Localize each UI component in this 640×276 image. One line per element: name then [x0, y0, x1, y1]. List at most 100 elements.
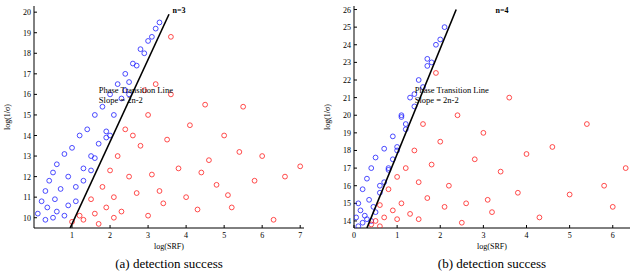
point — [442, 25, 447, 30]
point — [222, 133, 227, 138]
point — [429, 162, 434, 167]
point — [298, 164, 303, 169]
x-label: log(SRF) — [477, 242, 507, 251]
x-tick-label: 2 — [108, 231, 112, 240]
chart: 12345671011121314151617181920n=3Phase Tr… — [3, 6, 304, 271]
point — [362, 213, 367, 218]
point — [567, 192, 572, 197]
point — [146, 39, 151, 44]
point — [425, 64, 430, 69]
point — [490, 210, 495, 215]
point — [92, 156, 97, 161]
caption: (a) detection success — [115, 256, 223, 271]
point — [169, 34, 174, 39]
x-tick — [440, 225, 441, 228]
point — [377, 183, 382, 188]
point — [399, 201, 404, 206]
y-tick-label: 10 — [23, 214, 31, 223]
point — [524, 152, 529, 157]
y-label: log(1/σ) — [323, 104, 332, 130]
y-tick — [354, 185, 357, 186]
y-tick-label: 18 — [343, 146, 351, 155]
point — [104, 129, 109, 134]
phase-line — [367, 10, 456, 228]
point — [459, 220, 464, 225]
point — [35, 211, 40, 216]
point — [54, 162, 59, 167]
y-tick-label: 17 — [23, 70, 31, 79]
y-axis — [34, 6, 35, 228]
figure: 12345671011121314151617181920n=3Phase Tr… — [0, 0, 640, 276]
point — [365, 217, 370, 222]
y-tick-label: 13 — [23, 152, 31, 161]
point — [130, 133, 135, 138]
x-tick-label: 1 — [70, 231, 74, 240]
point — [149, 172, 154, 177]
point — [62, 152, 67, 157]
y-tick — [354, 150, 357, 151]
point — [464, 201, 469, 206]
x-tick-label: 6 — [260, 231, 264, 240]
annotation: Slope = 2n-2 — [99, 95, 143, 105]
point — [115, 154, 120, 159]
point — [89, 197, 94, 202]
x-tick-label: 1 — [395, 231, 399, 240]
y-tick-label: 16 — [343, 182, 351, 191]
x-tick — [148, 225, 149, 228]
point — [138, 47, 143, 52]
y-tick-label: 15 — [343, 199, 351, 208]
annotation: Phase Transition Line — [99, 85, 173, 95]
point — [425, 56, 430, 61]
x-tick-label: 5 — [568, 231, 572, 240]
point — [498, 169, 503, 174]
point — [184, 195, 189, 200]
y-tick-label: 23 — [343, 58, 351, 67]
y-tick — [354, 62, 357, 63]
y-tick-label: 25 — [343, 23, 351, 32]
point — [412, 148, 417, 153]
y-tick-label: 16 — [23, 90, 31, 99]
point — [446, 183, 451, 188]
y-tick — [34, 53, 37, 54]
point — [111, 215, 116, 220]
y-tick — [354, 97, 357, 98]
point — [507, 95, 512, 100]
point — [623, 166, 628, 171]
point — [241, 104, 246, 109]
point — [386, 187, 391, 192]
point — [62, 213, 67, 218]
point — [134, 191, 139, 196]
y-tick — [354, 80, 357, 81]
point — [77, 213, 82, 218]
point — [199, 170, 204, 175]
point — [43, 217, 48, 222]
y-tick — [34, 114, 37, 115]
point — [610, 204, 615, 209]
point — [434, 71, 439, 76]
x-tick — [300, 225, 301, 228]
point — [96, 141, 101, 146]
point — [421, 122, 426, 127]
x-tick-label: 7 — [298, 231, 302, 240]
point — [53, 197, 58, 202]
point — [43, 189, 48, 194]
plot-area — [35, 14, 302, 228]
x-tick-label: 0 — [352, 231, 356, 240]
point — [81, 217, 86, 222]
point — [54, 209, 59, 214]
point — [77, 133, 82, 138]
y-tick-label: 20 — [343, 111, 351, 120]
y-tick — [34, 135, 37, 136]
point — [373, 155, 378, 160]
point — [119, 209, 124, 214]
point — [134, 63, 139, 68]
point — [481, 130, 486, 135]
point — [515, 190, 520, 195]
point — [45, 205, 50, 210]
y-tick — [34, 156, 37, 157]
point — [408, 95, 413, 100]
point — [111, 113, 116, 118]
point — [271, 217, 276, 222]
point — [104, 205, 109, 210]
y-tick-label: 26 — [343, 6, 351, 15]
